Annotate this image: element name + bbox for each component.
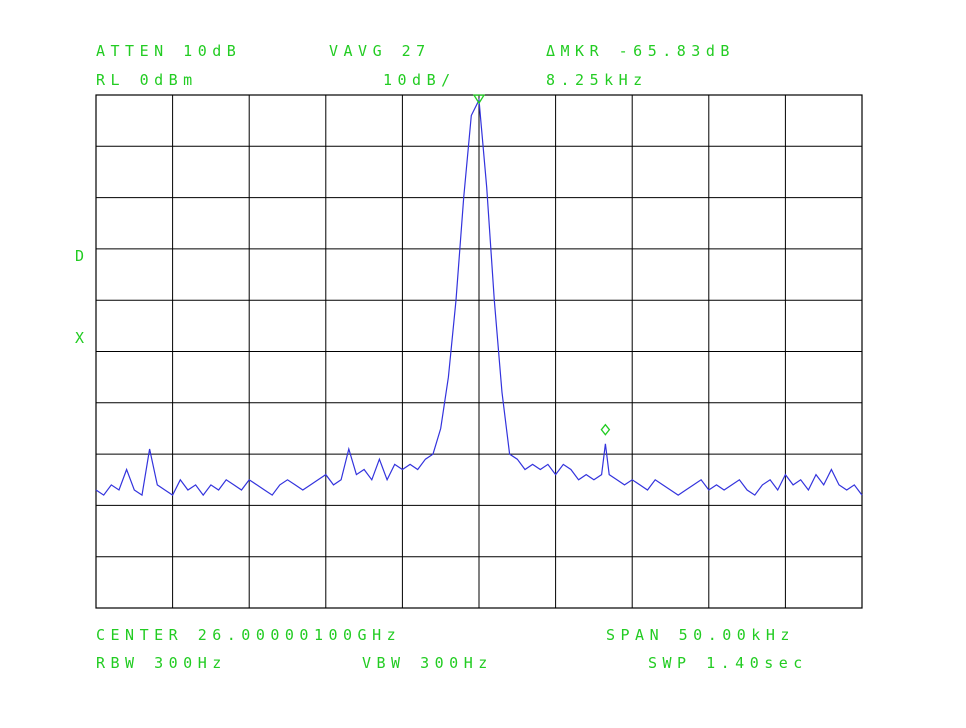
display-line-indicator: D [75, 247, 90, 265]
threshold-indicator: X [75, 329, 90, 347]
ref-level-readout: RL 0dBm [96, 71, 198, 89]
marker-layer [472, 94, 611, 436]
delta-marker-readout: ΔMKR -65.83dB [546, 42, 735, 60]
center-frequency: CENTER 26.00000100GHz [96, 626, 402, 644]
delta-marker [600, 423, 611, 436]
vbw-readout: VBW 300Hz [362, 654, 493, 672]
rbw-readout: RBW 300Hz [96, 654, 227, 672]
sweep-time: SWP 1.40sec [648, 654, 808, 672]
scale-readout: 10dB/ [383, 71, 456, 89]
reference-marker [472, 94, 486, 105]
vavg-readout: VAVG 27 [329, 42, 431, 60]
plot-grid [95, 94, 863, 609]
atten-readout: ATTEN 10dB [96, 42, 242, 60]
span-readout: SPAN 50.00kHz [606, 626, 795, 644]
spectrum-trace [95, 97, 863, 497]
marker-freq-readout: 8.25kHz [546, 71, 648, 89]
